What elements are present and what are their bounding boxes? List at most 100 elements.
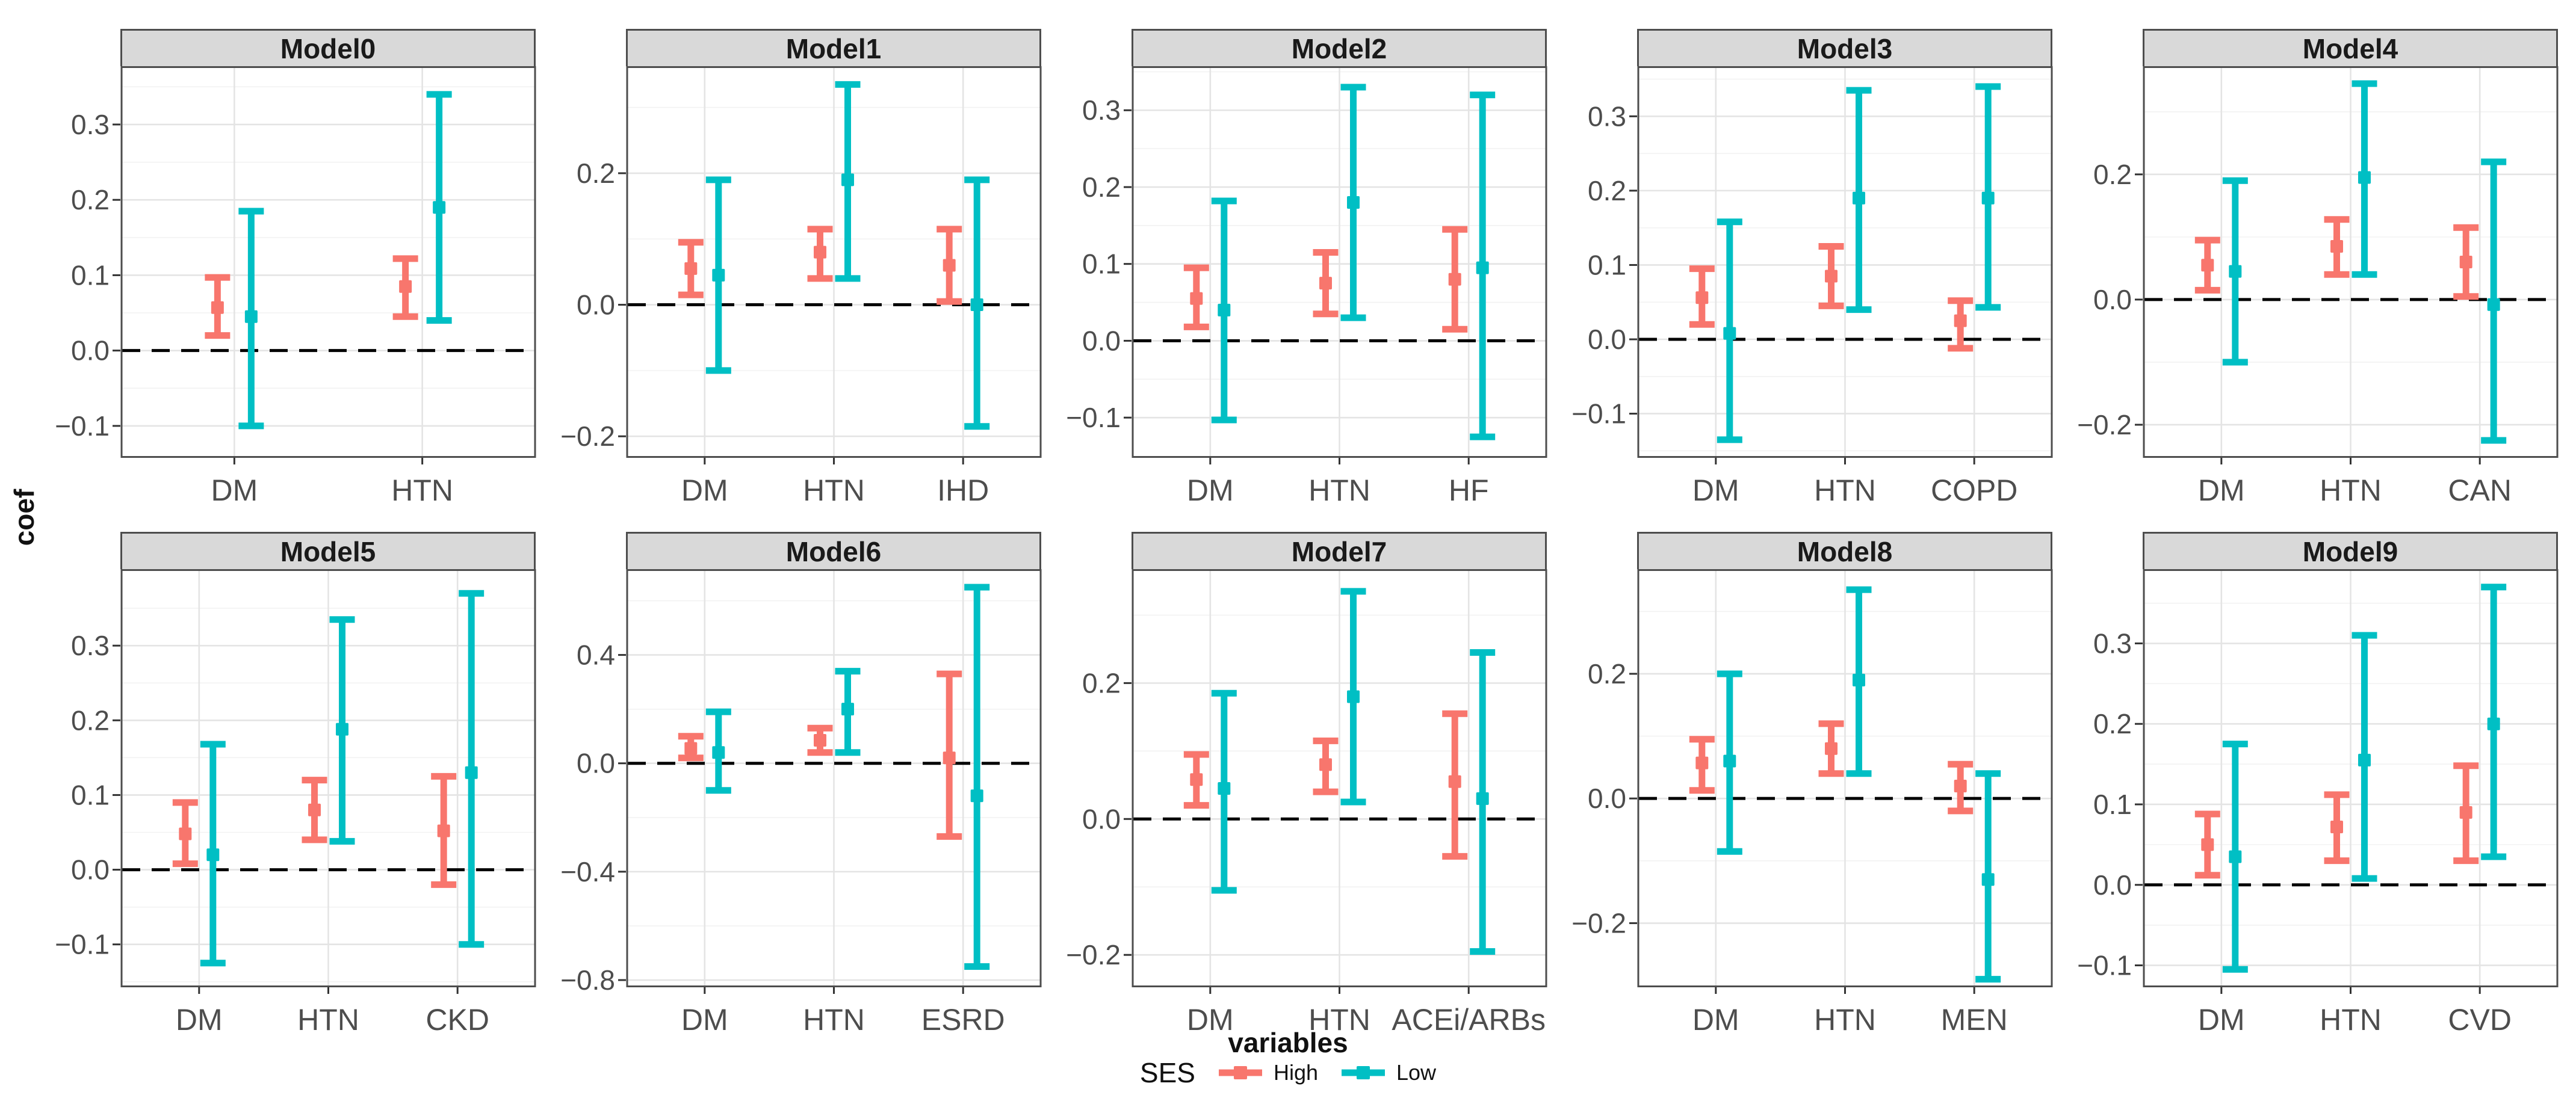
- x-tick-label-dm: DM: [681, 1003, 728, 1037]
- errorbar-high-dm: [678, 239, 704, 298]
- point-estimate: [1695, 291, 1709, 304]
- errorbar-high-dm: [1183, 264, 1209, 330]
- facet-model8: Model8 0.2 0.0 −0.2 DM HTN MEN: [1559, 532, 2064, 1040]
- errorbars: [1689, 83, 2001, 443]
- x-tick-label-dm: DM: [681, 473, 728, 507]
- errorbar-high-can: [2453, 224, 2479, 300]
- errorbar-low-dm: [2222, 177, 2248, 366]
- strip-title: Model3: [1797, 32, 1893, 64]
- y-tick-label: 0.1: [1588, 249, 1626, 280]
- errorbar-high-dm: [1689, 265, 1715, 328]
- x-axis-labels: DM HTN ESRD: [548, 999, 1053, 1040]
- x-tick-label-men: MEN: [1940, 1003, 2008, 1037]
- point-estimate: [206, 848, 220, 862]
- point-estimate: [433, 201, 446, 214]
- errorbar-low-htn: [426, 91, 452, 324]
- facet-model6: Model6 0.4 0.0 −0.4 −0.8 DM HTN ESRD: [548, 532, 1053, 1040]
- errorbar-high-dm: [2194, 810, 2220, 879]
- point-estimate: [1319, 277, 1332, 290]
- panel-plot: 0.2 0.0 −0.2: [1066, 569, 1547, 994]
- y-axis: 0.3 0.2 0.1 0.0 −0.1: [1066, 94, 1470, 464]
- strip-title: Model4: [2302, 32, 2398, 64]
- y-tick-label: 0.3: [1588, 100, 1626, 132]
- x-axis-labels: DM HTN CVD: [2064, 999, 2570, 1040]
- x-tick-label-htn: HTN: [803, 1003, 865, 1037]
- errorbar-high-dm: [678, 733, 704, 762]
- errorbar-high-acei-arbs: [1442, 710, 1468, 860]
- point-estimate: [1190, 773, 1203, 786]
- strip-title: Model9: [2302, 535, 2398, 567]
- errorbar-low-acei-arbs: [1470, 649, 1496, 955]
- x-tick-label-copd: COPD: [1930, 473, 2018, 507]
- errorbar-high-dm: [172, 799, 198, 868]
- x-tick-label-htn: HTN: [1814, 1003, 1876, 1037]
- errorbar-high-hf: [1442, 226, 1468, 333]
- y-tick-label: 0.3: [71, 630, 110, 661]
- y-tick-label: 0.2: [1082, 667, 1121, 698]
- y-tick-label: −0.1: [2077, 950, 2132, 981]
- errorbar-low-htn: [1340, 84, 1366, 321]
- errorbar-low-htn: [1340, 588, 1366, 806]
- panel-plot: 0.3 0.2 0.1 0.0 −0.1: [1066, 66, 1547, 464]
- y-tick-label: 0.0: [1588, 324, 1626, 355]
- errorbar-low-dm: [1717, 670, 1742, 855]
- gridlines: [627, 68, 1041, 456]
- point-estimate: [2459, 256, 2472, 268]
- point-estimate: [2201, 838, 2214, 851]
- x-tick-label-dm: DM: [1692, 1003, 1739, 1037]
- y-tick-label: −0.2: [1066, 939, 1121, 970]
- gridlines: [1133, 68, 1546, 456]
- errorbar-key-high-icon: [1218, 1066, 1262, 1079]
- errorbar-low-htn: [835, 668, 861, 756]
- x-tick-label-acei-arbs: ACEi/ARBs: [1392, 1003, 1546, 1037]
- x-tick-label-esrd: ESRD: [921, 1003, 1005, 1037]
- errorbar-high-htn: [1818, 720, 1844, 777]
- panel-plot: 0.3 0.2 0.1 0.0 −0.1: [1571, 66, 2053, 464]
- point-estimate: [1218, 782, 1231, 795]
- x-tick-label-dm: DM: [175, 1003, 223, 1037]
- legend-item-high: High: [1217, 1059, 1318, 1086]
- y-tick-label: −0.1: [55, 410, 110, 442]
- errorbar-high-htn: [1313, 737, 1339, 795]
- x-axis-labels: DM HTN ACEi/ARBs: [1053, 999, 1559, 1040]
- x-tick-label-htn: HTN: [803, 473, 865, 507]
- point-estimate: [1853, 673, 1865, 686]
- point-estimate: [2229, 850, 2242, 863]
- y-tick-label: 0.0: [577, 289, 615, 321]
- y-tick-label: 0.2: [577, 158, 615, 189]
- errorbar-high-htn: [1818, 243, 1844, 309]
- panel-border: [120, 569, 536, 987]
- panel-plot: 0.4 0.0 −0.4 −0.8: [560, 569, 1042, 996]
- errorbars: [1183, 84, 1496, 440]
- gridlines: [2144, 571, 2557, 985]
- x-tick-label-dm: DM: [2197, 473, 2245, 507]
- errorbar-low-hf: [1470, 91, 1496, 440]
- y-tick-label: −0.2: [1571, 907, 1626, 939]
- point-estimate: [2330, 239, 2343, 253]
- y-axis: 0.3 0.2 0.1 0.0 −0.1: [55, 630, 459, 994]
- point-estimate: [399, 280, 412, 293]
- y-axis: 0.4 0.0 −0.4 −0.8: [560, 640, 964, 996]
- errorbar-low-htn: [329, 616, 355, 845]
- point-estimate: [841, 703, 854, 716]
- y-tick-label: 0.3: [71, 109, 110, 140]
- point-estimate: [1695, 756, 1709, 769]
- errorbar-high-ihd: [937, 226, 962, 305]
- strip-title: Model0: [280, 32, 376, 64]
- point-estimate: [437, 824, 450, 837]
- y-tick-label: 0.2: [2093, 159, 2132, 190]
- errorbar-high-ckd: [431, 772, 457, 888]
- y-tick-label: −0.1: [1066, 402, 1121, 433]
- point-estimate: [814, 733, 826, 747]
- x-tick-label-htn: HTN: [297, 1003, 359, 1037]
- errorbar-high-dm: [205, 274, 231, 339]
- x-axis-labels: DM HTN CAN: [2064, 469, 2570, 510]
- x-tick-label-dm: DM: [2197, 1003, 2245, 1037]
- panel-border: [626, 66, 1042, 458]
- y-tick-label: 0.1: [71, 259, 110, 291]
- x-axis-labels: DM HTN IHD: [548, 469, 1053, 510]
- panel-plot: 0.3 0.2 0.1 0.0 −0.1: [55, 569, 536, 994]
- errorbars: [678, 584, 990, 970]
- point-estimate: [308, 803, 321, 816]
- errorbar-high-men: [1948, 760, 1974, 815]
